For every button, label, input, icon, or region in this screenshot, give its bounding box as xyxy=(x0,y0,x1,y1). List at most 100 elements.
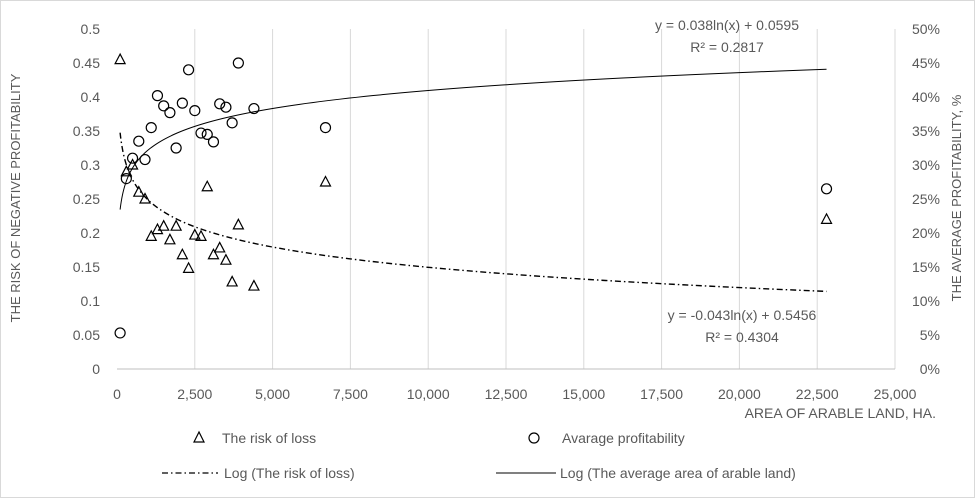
y-left-tick-label: 0 xyxy=(92,361,100,377)
profitability-point xyxy=(232,57,244,69)
x-tick-label: 12,500 xyxy=(485,386,528,402)
legend-label-risk: The risk of loss xyxy=(222,430,316,446)
risk-point xyxy=(114,52,127,65)
profitability-point xyxy=(170,142,182,154)
risk-point xyxy=(232,218,245,230)
y-left-tick-label: 0.1 xyxy=(81,293,101,309)
profitability-point xyxy=(145,121,157,134)
legend-item-risk-trend: Log (The risk of loss) xyxy=(162,465,355,481)
profitability-point xyxy=(195,127,207,139)
x-axis-title: AREA OF ARABLE LAND, HA. xyxy=(745,405,936,421)
y-left-tick-label: 0.4 xyxy=(81,89,101,105)
trend-r2-risk: R² = 0.4304 xyxy=(705,329,779,345)
y-right-tick-label: 20% xyxy=(912,225,940,241)
y-right-tick-label: 15% xyxy=(912,259,940,275)
profitability-point xyxy=(133,135,145,147)
risk-point xyxy=(132,185,145,197)
risk-point xyxy=(120,165,133,177)
y-left-tick-label: 0.15 xyxy=(73,259,100,275)
legend: The risk of loss Avarage profitability L… xyxy=(162,430,796,481)
risk-point xyxy=(213,241,226,253)
profitability-point xyxy=(248,102,260,115)
risk-point xyxy=(139,192,152,204)
legend-label-risk-trend: Log (The risk of loss) xyxy=(224,465,355,481)
risk-point xyxy=(126,158,139,170)
risk-point xyxy=(195,229,208,241)
y-right-axis-title: THE AVERAGE PROFITABILITY, % xyxy=(949,94,964,301)
risk-point xyxy=(226,275,239,287)
profitability-point xyxy=(820,183,833,195)
risk-point xyxy=(145,229,158,241)
x-tick-label: 20,000 xyxy=(718,386,761,402)
legend-triangle-marker xyxy=(193,430,205,443)
y-right-tick-label: 10% xyxy=(912,293,940,309)
profitability-point xyxy=(164,107,176,119)
legend-circle-marker xyxy=(528,432,540,444)
profitability-point xyxy=(114,327,126,339)
y-right-tick-label: 35% xyxy=(912,123,940,139)
y-left-axis-title: THE RISK OF NEGATIVE PROFITABILITY xyxy=(8,73,23,322)
y-right-tick-label: 0% xyxy=(920,361,940,377)
trendline-profitability xyxy=(119,68,827,210)
x-tick-label: 22,500 xyxy=(796,386,839,402)
y-left-tick-label: 0.2 xyxy=(81,225,101,241)
risk-point xyxy=(157,219,170,231)
profitability-point xyxy=(220,101,232,113)
y-right-tick-label: 50% xyxy=(912,21,940,37)
profitability-point xyxy=(139,153,151,166)
risk-point xyxy=(170,219,183,231)
risk-point xyxy=(319,175,332,187)
trend-r2-profitability: R² = 0.2817 xyxy=(690,39,764,55)
x-tick-label: 5,000 xyxy=(255,386,290,402)
profitability-point xyxy=(201,128,213,140)
y-right-tick-label: 40% xyxy=(912,89,940,105)
risk-point xyxy=(207,247,220,260)
y-left-tick-label: 0.05 xyxy=(73,327,100,343)
profitability-point xyxy=(158,100,170,112)
profitability-point xyxy=(176,97,188,109)
profitability-point xyxy=(126,152,139,164)
y-left-tick-label: 0.45 xyxy=(73,55,100,71)
x-tick-label: 25,000 xyxy=(874,386,917,402)
y-left-tick-label: 0.3 xyxy=(81,157,101,173)
y-right-tick-label: 5% xyxy=(920,327,940,343)
profitability-point xyxy=(226,117,238,129)
trend-equation-profitability: y = 0.038ln(x) + 0.0595 xyxy=(655,17,799,33)
legend-label-profitability: Avarage profitability xyxy=(562,430,685,446)
profitability-point xyxy=(151,90,164,102)
x-tick-label: 15,000 xyxy=(562,386,605,402)
x-tick-label: 0 xyxy=(113,386,121,402)
y-left-tick-label: 0.5 xyxy=(81,21,101,37)
marker-layer xyxy=(114,52,833,339)
risk-point xyxy=(219,253,232,265)
profitability-point xyxy=(319,121,332,134)
y-right-tick-label: 30% xyxy=(912,157,940,173)
grid-layer xyxy=(194,29,896,369)
legend-item-risk: The risk of loss xyxy=(193,430,316,446)
profitability-point xyxy=(207,136,220,148)
trend-equation-risk: y = -0.043ln(x) + 0.5456 xyxy=(668,307,817,323)
x-tick-label: 2,500 xyxy=(177,386,212,402)
risk-point xyxy=(201,179,214,192)
legend-item-profitability: Avarage profitability xyxy=(528,430,685,446)
risk-point xyxy=(820,212,833,224)
y-left-tick-label: 0.25 xyxy=(73,191,100,207)
risk-point xyxy=(163,233,176,245)
risk-point xyxy=(176,247,189,260)
trendline-layer xyxy=(119,68,827,293)
profitability-point xyxy=(120,173,132,185)
legend-label-profitability-trend: Log (The average area of arable land) xyxy=(560,465,796,481)
risk-point xyxy=(247,279,260,291)
legend-item-profitability-trend: Log (The average area of arable land) xyxy=(496,465,796,481)
axis-layer: 0 2,500 5,000 7,500 10,000 12,500 15,000 17,500… xyxy=(73,21,940,402)
x-tick-label: 10,000 xyxy=(407,386,450,402)
risk-point xyxy=(182,261,195,273)
y-right-tick-label: 45% xyxy=(912,55,940,71)
risk-point xyxy=(188,228,201,240)
trendline-risk xyxy=(119,132,827,293)
profitability-point xyxy=(189,104,201,117)
x-tick-label: 17,500 xyxy=(640,386,683,402)
